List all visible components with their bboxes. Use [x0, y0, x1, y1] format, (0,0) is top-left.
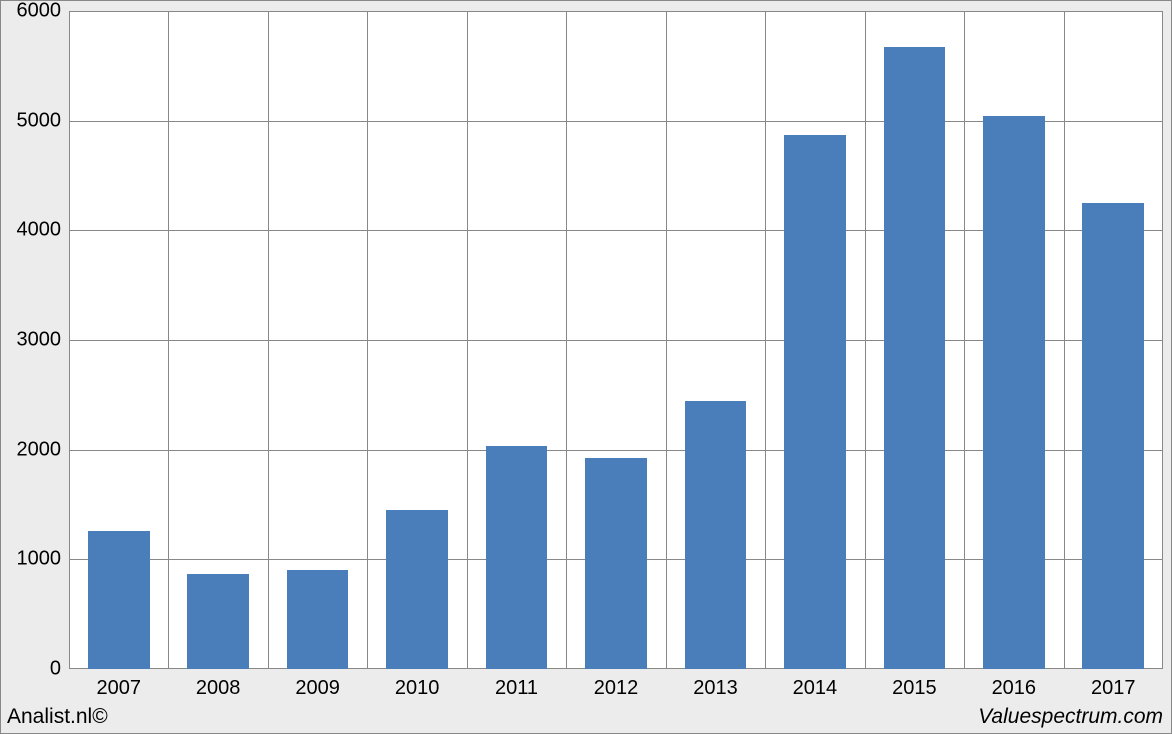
- x-axis-label: 2007: [96, 677, 141, 700]
- bar: [88, 531, 150, 669]
- bar: [1082, 203, 1144, 669]
- footer-credit-left: Analist.nl©: [7, 705, 108, 729]
- x-axis-label: 2013: [693, 677, 738, 700]
- bar: [983, 116, 1045, 669]
- gridline-vertical: [964, 11, 965, 669]
- x-axis-label: 2012: [594, 677, 639, 700]
- gridline-vertical: [467, 11, 468, 669]
- chart-frame: Analist.nl© Valuespectrum.com 0 1000 2000 3…: [0, 0, 1172, 734]
- x-axis-label: 2008: [196, 677, 241, 700]
- x-axis-label: 2016: [992, 677, 1037, 700]
- bar: [386, 510, 448, 669]
- footer-credit-right: Valuespectrum.com: [978, 705, 1163, 729]
- bar: [287, 570, 349, 669]
- y-axis-label: 2000: [1, 438, 61, 461]
- x-axis-label: 2017: [1091, 677, 1136, 700]
- y-axis-label: 4000: [1, 219, 61, 242]
- gridline-vertical: [1064, 11, 1065, 669]
- x-axis-label: 2011: [495, 677, 538, 700]
- y-axis-label: 1000: [1, 548, 61, 571]
- x-axis-label: 2014: [793, 677, 838, 700]
- gridline-vertical: [168, 11, 169, 669]
- gridline-vertical: [666, 11, 667, 669]
- y-axis-label: 3000: [1, 329, 61, 352]
- bar: [884, 47, 946, 669]
- gridline-vertical: [367, 11, 368, 669]
- x-axis-label: 2009: [295, 677, 340, 700]
- x-axis-label: 2010: [395, 677, 440, 700]
- gridline-vertical: [765, 11, 766, 669]
- y-axis-label: 6000: [1, 0, 61, 23]
- gridline-vertical: [268, 11, 269, 669]
- bar: [685, 401, 747, 669]
- gridline-vertical: [865, 11, 866, 669]
- x-axis-label: 2015: [892, 677, 937, 700]
- y-axis-label: 5000: [1, 109, 61, 132]
- y-axis-label: 0: [1, 658, 61, 681]
- bar: [486, 446, 548, 669]
- bar: [784, 135, 846, 669]
- bar: [585, 458, 647, 669]
- bar: [187, 574, 249, 669]
- gridline-vertical: [566, 11, 567, 669]
